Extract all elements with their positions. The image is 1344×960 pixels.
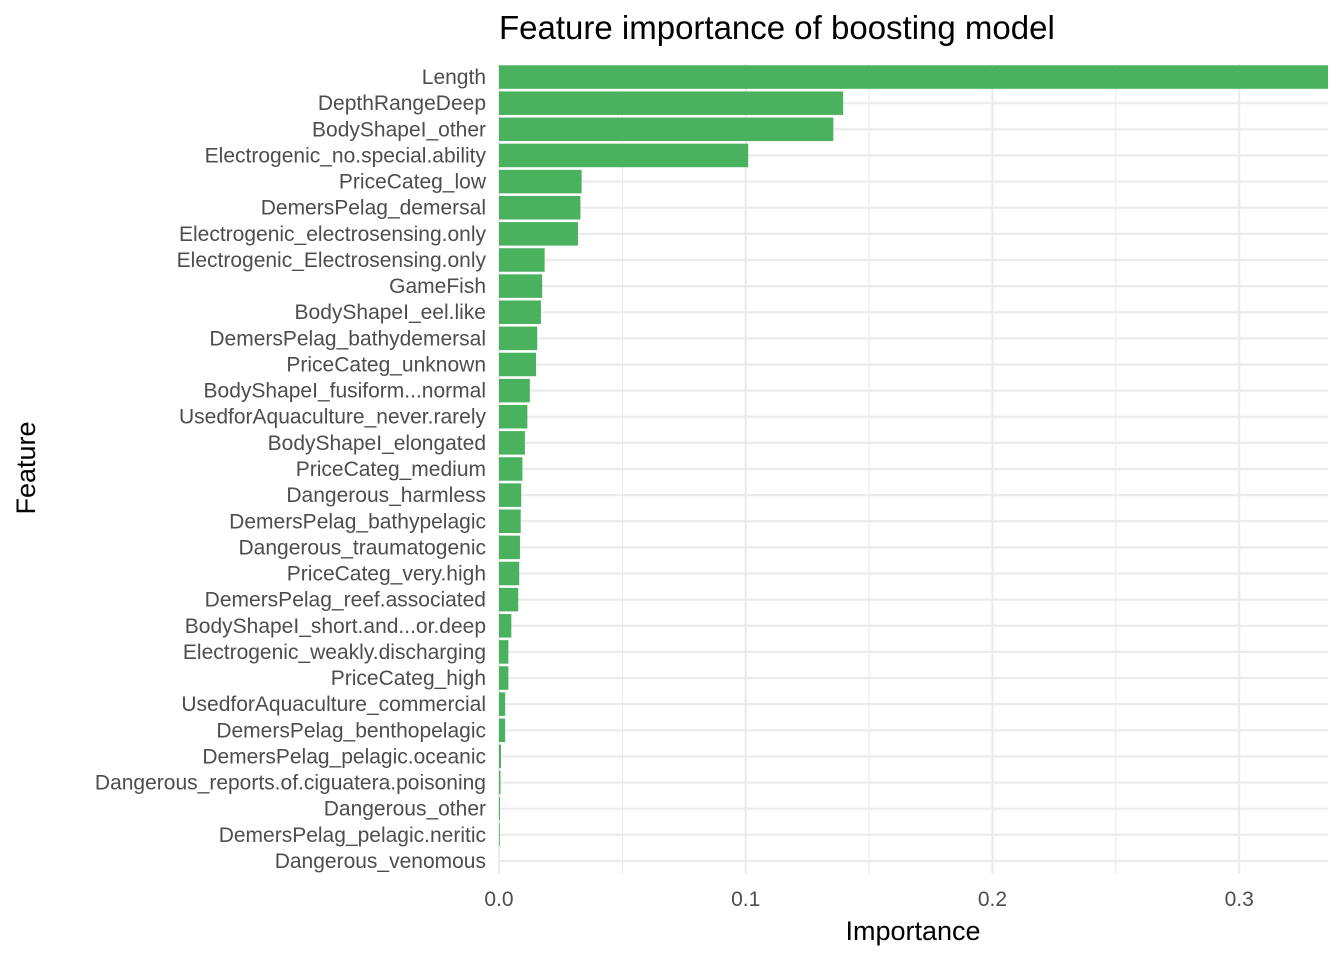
- bar: [499, 195, 581, 220]
- bar: [499, 431, 525, 455]
- y-tick-label: DemersPelag_demersal: [261, 197, 486, 220]
- y-tick-label: UsedforAquaculture_never.rarely: [179, 406, 487, 429]
- bar: [499, 404, 528, 429]
- y-tick-label: Electrogenic_Electrosensing.only: [177, 249, 487, 272]
- y-tick-label: Electrogenic_electrosensing.only: [179, 223, 487, 246]
- x-tick-label: 0.1: [731, 888, 760, 911]
- bar: [499, 509, 521, 534]
- bar: [499, 823, 500, 847]
- x-tick-label: 0.2: [978, 888, 1007, 911]
- y-tick-label: PriceCateg_low: [339, 171, 487, 194]
- y-tick-labels: Length DepthRangeDeep BodyShapeI_other Elec…: [95, 66, 487, 873]
- y-tick-label: DepthRangeDeep: [318, 92, 486, 115]
- bar: [499, 378, 530, 403]
- y-tick-label: DemersPelag_pelagic.oceanic: [202, 745, 486, 768]
- y-tick-label: Dangerous_venomous: [275, 850, 486, 873]
- bar: [499, 352, 537, 377]
- bar: [499, 326, 538, 351]
- y-tick-label: DemersPelag_reef.associated: [205, 589, 486, 612]
- bar: [499, 692, 506, 716]
- bar: [499, 796, 500, 821]
- x-tick-labels: 0.0 0.1 0.2 0.3: [484, 888, 1253, 911]
- y-tick-label: BodyShapeI_other: [312, 118, 486, 141]
- y-tick-label: PriceCateg_high: [331, 667, 486, 690]
- x-axis-title: Importance: [845, 916, 980, 946]
- bar: [499, 561, 520, 586]
- y-tick-label: DemersPelag_bathydemersal: [209, 327, 486, 350]
- bar: [499, 65, 1328, 89]
- y-tick-label: DemersPelag_pelagic.neritic: [219, 824, 486, 847]
- y-tick-label: DemersPelag_benthopelagic: [216, 719, 486, 742]
- bar: [499, 770, 501, 795]
- x-tick-label: 0.3: [1225, 888, 1254, 911]
- y-tick-label: BodyShapeI_eel.like: [295, 301, 486, 324]
- bar: [499, 222, 578, 246]
- y-tick-label: Dangerous_reports.of.ciguatera.poisoning: [95, 772, 486, 795]
- bar: [499, 91, 844, 115]
- y-tick-label: PriceCateg_very.high: [287, 563, 486, 586]
- y-tick-label: Electrogenic_no.special.ability: [205, 144, 487, 167]
- bar: [499, 666, 509, 690]
- bar: [499, 300, 541, 324]
- x-tick-label: 0.0: [484, 888, 513, 911]
- bar: [499, 117, 834, 142]
- grid-layer: [497, 64, 1328, 874]
- y-tick-label: Dangerous_traumatogenic: [239, 536, 487, 559]
- bar: [499, 248, 545, 272]
- y-tick-label: UsedforAquaculture_commercial: [181, 693, 486, 716]
- bar: [499, 718, 506, 743]
- y-tick-label: Length: [422, 66, 486, 89]
- y-tick-label: GameFish: [389, 275, 486, 298]
- bar: [499, 614, 512, 638]
- bar: [499, 457, 523, 481]
- y-tick-label: PriceCateg_unknown: [286, 353, 486, 376]
- chart-title: Feature importance of boosting model: [499, 9, 1055, 46]
- y-tick-label: BodyShapeI_fusiform...normal: [204, 380, 486, 403]
- y-tick-label: Dangerous_harmless: [286, 484, 486, 507]
- bar: [499, 274, 543, 298]
- bar: [499, 744, 501, 769]
- bar: [499, 587, 519, 612]
- y-tick-label: Electrogenic_weakly.discharging: [183, 641, 486, 664]
- y-tick-label: BodyShapeI_elongated: [268, 432, 486, 455]
- bar: [499, 143, 749, 168]
- bar: [499, 169, 582, 194]
- bar: [499, 640, 509, 664]
- y-tick-label: Dangerous_other: [324, 798, 486, 821]
- bar: [499, 483, 522, 507]
- y-tick-label: PriceCateg_medium: [296, 458, 486, 481]
- y-axis-title: Feature: [11, 421, 41, 514]
- y-tick-label: BodyShapeI_short.and...or.deep: [185, 615, 486, 638]
- bar-layer: [499, 65, 1328, 847]
- y-tick-label: DemersPelag_bathypelagic: [229, 510, 486, 533]
- bar: [499, 535, 520, 560]
